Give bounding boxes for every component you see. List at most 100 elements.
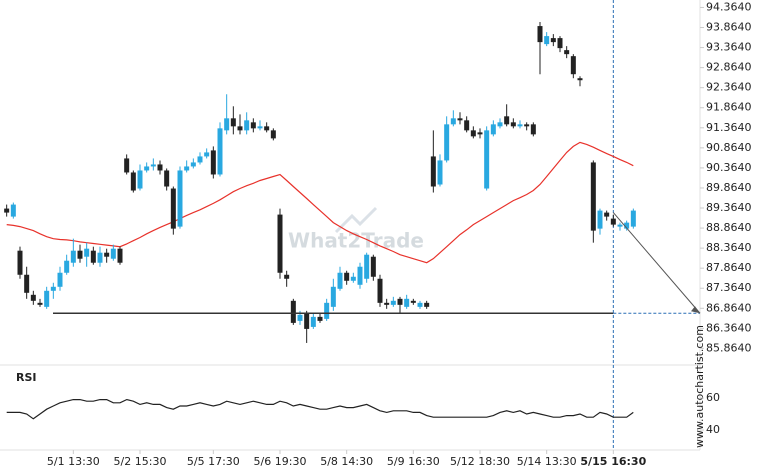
x-tick-label: 5/12 18:30: [450, 455, 510, 468]
y-tick-label: 91.8640: [706, 101, 752, 114]
y-tick-label: 93.3640: [706, 41, 752, 54]
candle-body: [397, 298, 403, 305]
candle-body: [77, 250, 83, 259]
candle-body: [264, 126, 270, 131]
x-tick-label: 5/15 16:30: [580, 455, 646, 468]
candle-body: [250, 122, 256, 129]
candle-body: [37, 302, 43, 305]
candle-body: [450, 118, 456, 125]
candle-body: [104, 252, 110, 257]
candle-body: [177, 170, 183, 227]
candle-body: [457, 118, 463, 121]
candle-body: [157, 164, 163, 171]
candle-body: [470, 130, 476, 137]
y-tick-label: 85.8640: [706, 341, 752, 354]
candle-body: [577, 78, 583, 81]
candle-body: [477, 132, 483, 135]
candle-body: [570, 56, 576, 75]
candle-body: [124, 158, 130, 173]
candle-body: [224, 118, 230, 131]
candle-body: [464, 120, 470, 131]
candle-body: [204, 152, 210, 157]
y-tick-label: 86.3640: [706, 321, 752, 334]
candle-body: [484, 130, 490, 189]
watermark: What2Trade: [288, 206, 424, 253]
x-tick-label: 5/2 15:30: [114, 455, 167, 468]
candle-body: [310, 316, 316, 327]
candle-body: [110, 248, 116, 259]
candle-body: [237, 126, 243, 131]
rsi-line: [6, 398, 634, 420]
candle-body: [290, 300, 296, 323]
candle-body: [44, 290, 50, 307]
candle-body: [437, 160, 443, 185]
candle-body: [90, 250, 96, 263]
candle-body: [50, 286, 56, 291]
candle-body: [164, 170, 170, 187]
candle-body: [410, 300, 416, 303]
candle-body: [604, 212, 610, 217]
watermark-text: What2Trade: [288, 229, 424, 253]
candle-body: [137, 170, 143, 189]
y-tick-label: 94.3640: [706, 0, 752, 13]
y-tick-label: 89.3640: [706, 201, 752, 214]
candle-body: [64, 260, 70, 273]
candle-body: [270, 130, 276, 139]
candle-body: [404, 298, 410, 307]
candle-body: [424, 302, 430, 307]
x-tick-label: 5/8 14:30: [320, 455, 373, 468]
candle-body: [10, 204, 16, 217]
candle-body: [197, 156, 203, 163]
x-tick-label: 5/5 17:30: [187, 455, 240, 468]
candle-body: [130, 172, 136, 191]
y-tick-label: 88.3640: [706, 241, 752, 254]
candle-body: [524, 124, 530, 127]
candle-body: [330, 286, 336, 307]
candle-body: [70, 250, 76, 263]
candle-body: [610, 218, 616, 225]
y-tick-label: 90.8640: [706, 141, 752, 154]
candle-body: [444, 124, 450, 161]
y-tick-label: 86.8640: [706, 301, 752, 314]
candle-body: [184, 166, 190, 171]
candle-body: [324, 302, 330, 319]
candle-body: [210, 150, 216, 175]
candle-body: [350, 276, 356, 281]
candle-body: [144, 166, 150, 171]
y-tick-label: 88.8640: [706, 221, 752, 234]
candle-body: [497, 122, 503, 127]
candle-body: [304, 312, 310, 329]
candle-body: [564, 50, 570, 55]
candle-body: [597, 210, 603, 229]
candle-body: [617, 224, 623, 227]
candle-body: [624, 222, 630, 229]
watermark-logo: [334, 206, 378, 234]
y-tick-label: 91.3640: [706, 121, 752, 134]
rsi-title: RSI: [16, 371, 37, 384]
candle-body: [544, 36, 550, 45]
candle-body: [364, 254, 370, 279]
candle-body: [170, 188, 176, 229]
x-tick-label: 5/9 16:30: [387, 455, 440, 468]
candle-body: [390, 300, 396, 305]
forecast-arrowhead: [691, 306, 700, 314]
candle-body: [630, 210, 636, 227]
candle-body: [417, 302, 423, 307]
candle-body: [17, 250, 23, 275]
y-tick-label: 89.8640: [706, 181, 752, 194]
candle-body: [97, 252, 103, 263]
candle-body: [217, 128, 223, 175]
candle-body: [370, 256, 376, 277]
candle-body: [510, 122, 516, 127]
candle-body: [230, 118, 236, 127]
candle-body: [297, 314, 303, 321]
candle-body: [504, 116, 510, 125]
candle-body: [377, 278, 383, 303]
moving-average-line: [6, 141, 634, 264]
candle-body: [530, 124, 536, 135]
candle-body: [190, 162, 196, 167]
x-tick-label: 5/6 19:30: [254, 455, 307, 468]
candle-body: [537, 26, 543, 43]
y-tick-label: 87.3640: [706, 281, 752, 294]
candle-body: [284, 274, 290, 279]
